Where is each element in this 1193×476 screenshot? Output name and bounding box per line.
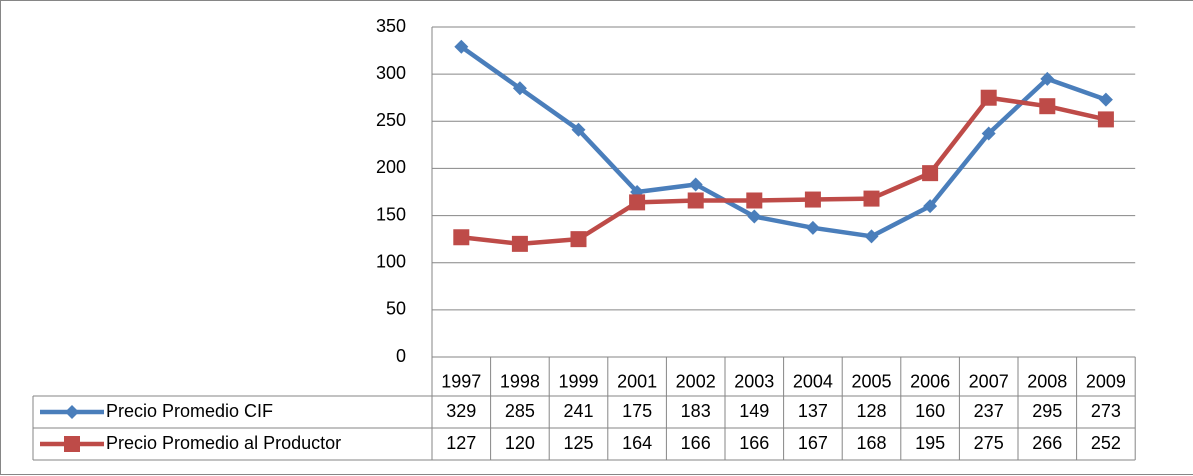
table-value: 195 — [915, 433, 945, 453]
x-tick-label: 2008 — [1027, 371, 1067, 391]
table-value: 285 — [505, 401, 535, 421]
series-line — [459, 44, 1107, 239]
table-value: 149 — [739, 401, 769, 421]
table-value: 125 — [563, 433, 593, 453]
legend-label: Precio Promedio al Productor — [106, 433, 341, 453]
data-marker — [571, 122, 586, 137]
table-value: 137 — [798, 401, 828, 421]
x-tick-label: 2003 — [734, 371, 774, 391]
table-value: 237 — [974, 401, 1004, 421]
table-value: 128 — [856, 401, 886, 421]
x-tick-label: 2007 — [969, 371, 1009, 391]
table-value: 168 — [856, 433, 886, 453]
table-value: 252 — [1091, 433, 1121, 453]
data-marker — [511, 235, 528, 252]
data-marker — [688, 177, 703, 192]
data-marker — [1040, 71, 1055, 86]
y-tick-label: 50 — [386, 299, 406, 319]
data-marker — [687, 192, 704, 209]
legend-key-marker — [65, 405, 79, 419]
y-tick-label: 200 — [376, 157, 406, 177]
x-tick-label: 2009 — [1086, 371, 1126, 391]
data-marker — [922, 165, 939, 182]
y-tick-label: 350 — [376, 16, 406, 36]
x-tick-label: 2001 — [617, 371, 657, 391]
legend-key-marker — [64, 436, 80, 452]
data-marker — [804, 191, 821, 208]
data-marker — [570, 231, 587, 248]
x-tick-label: 2002 — [676, 371, 716, 391]
data-marker — [1098, 92, 1113, 107]
data-marker — [1097, 111, 1114, 128]
x-tick-label: 1997 — [441, 371, 481, 391]
x-tick-label: 2004 — [793, 371, 833, 391]
x-tick-label: 2005 — [851, 371, 891, 391]
table-value: 241 — [563, 401, 593, 421]
table-value: 329 — [446, 401, 476, 421]
y-tick-label: 300 — [376, 63, 406, 83]
table-value: 275 — [974, 433, 1004, 453]
x-tick-label: 2006 — [910, 371, 950, 391]
legend-label: Precio Promedio CIF — [106, 401, 273, 421]
data-marker — [923, 199, 938, 214]
table-value: 175 — [622, 401, 652, 421]
y-tick-label: 0 — [396, 346, 406, 366]
y-tick-label: 150 — [376, 204, 406, 224]
table-value: 266 — [1032, 433, 1062, 453]
table-value: 183 — [681, 401, 711, 421]
series-line — [461, 95, 1107, 247]
data-marker — [454, 39, 469, 54]
data-marker — [980, 89, 997, 106]
x-tick-label: 1998 — [500, 371, 540, 391]
data-marker — [1039, 98, 1056, 115]
data-marker — [805, 220, 820, 235]
data-marker — [863, 190, 880, 207]
table-value: 166 — [739, 433, 769, 453]
data-marker — [747, 209, 762, 224]
table-value: 127 — [446, 433, 476, 453]
data-marker — [746, 192, 763, 209]
x-tick-label: 1999 — [558, 371, 598, 391]
table-value: 164 — [622, 433, 652, 453]
data-marker — [864, 229, 879, 244]
y-tick-label: 250 — [376, 110, 406, 130]
table-value: 273 — [1091, 401, 1121, 421]
table-value: 295 — [1032, 401, 1062, 421]
y-tick-label: 100 — [376, 251, 406, 271]
data-marker — [453, 229, 470, 246]
data-marker — [512, 81, 527, 96]
table-value: 166 — [681, 433, 711, 453]
data-marker — [981, 126, 996, 141]
table-value: 167 — [798, 433, 828, 453]
table-value: 160 — [915, 401, 945, 421]
table-value: 120 — [505, 433, 535, 453]
data-marker — [629, 194, 646, 211]
